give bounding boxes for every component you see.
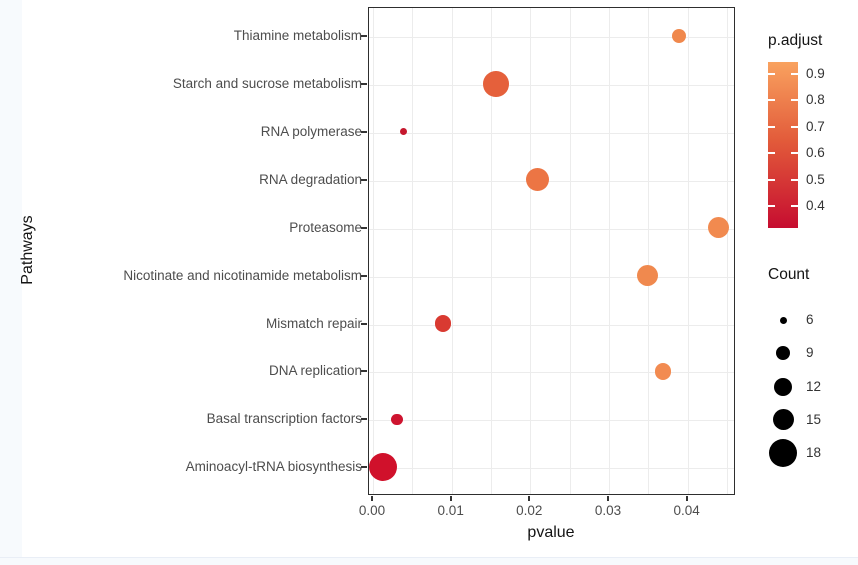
color-legend-tickmark (768, 152, 775, 154)
y-axis-tick (361, 35, 367, 37)
x-axis-title: pvalue (527, 524, 575, 541)
color-legend-tickmark (791, 178, 798, 181)
plot-panel (368, 7, 735, 495)
y-category-label: Basal transcription factors (206, 411, 362, 427)
x-axis-tick (685, 496, 688, 501)
y-category-label: Starch and sucrose metabolism (172, 75, 362, 91)
data-point (483, 71, 510, 97)
size-legend-title: Count (768, 266, 810, 283)
color-legend-title: p.adjust (768, 32, 823, 49)
color-legend-tickmark (791, 205, 798, 207)
color-legend-tick-label: 0.9 (806, 65, 825, 81)
color-legend-tickmark (768, 178, 775, 181)
size-legend-value-label: 18 (806, 445, 822, 461)
data-point (525, 168, 549, 192)
color-legend-tick-label: 0.8 (806, 92, 825, 107)
color-legend-gradient-bar (768, 62, 798, 228)
size-legend-dot (772, 409, 794, 431)
gridline-vertical (609, 8, 610, 494)
gridline-horizontal (369, 420, 734, 422)
gridline-horizontal (369, 372, 734, 374)
size-legend-dot (774, 377, 792, 396)
x-tick-label: 0.00 (358, 503, 386, 518)
gridline-vertical (687, 8, 689, 494)
x-tick-label: 0.03 (594, 503, 622, 518)
y-category-label: Mismatch repair (265, 315, 362, 331)
color-legend-tickmark (768, 125, 775, 128)
page-bottom-divider (0, 557, 858, 558)
y-category-label: Nicotinate and nicotinamide metabolism (123, 267, 362, 283)
y-category-label: Aminoacyl-tRNA biosynthesis (185, 459, 362, 475)
gridline-vertical (648, 8, 650, 494)
color-legend-tickmark (768, 72, 775, 75)
y-axis-tick (361, 274, 367, 277)
x-axis-tick (528, 496, 531, 501)
x-tick-label: 0.04 (673, 503, 700, 518)
gridline-vertical (530, 8, 532, 494)
color-legend-tickmark (768, 99, 775, 101)
data-point (707, 217, 729, 239)
gridline-vertical (412, 8, 414, 494)
y-axis-tick (361, 130, 367, 133)
size-legend-value-label: 15 (806, 411, 822, 427)
data-point (654, 363, 672, 380)
gridline-horizontal (369, 180, 734, 182)
x-axis-tick (449, 496, 452, 501)
size-legend-value-label: 12 (806, 378, 822, 394)
gridline-horizontal (369, 324, 734, 326)
gridline-vertical (727, 8, 728, 494)
gridline-horizontal (369, 84, 734, 86)
color-legend-tickmark (791, 99, 798, 101)
color-legend-tick-label: 0.6 (806, 145, 825, 160)
y-axis-tick (361, 178, 367, 181)
y-axis-tick (361, 226, 367, 229)
data-point (391, 413, 403, 426)
size-legend-value-label: 9 (806, 345, 814, 361)
color-legend-tick-label: 0.4 (806, 198, 825, 213)
color-legend-tickmark (791, 152, 798, 154)
color-legend-tick-label: 0.5 (806, 171, 825, 187)
gridline-horizontal (369, 276, 734, 278)
y-axis-tick (361, 466, 367, 469)
y-axis-tick (361, 370, 367, 373)
color-legend-tick-label: 0.7 (806, 118, 825, 134)
y-category-label: RNA degradation (259, 171, 362, 187)
y-category-label: DNA replication (268, 363, 362, 379)
x-tick-label: 0.01 (437, 503, 464, 518)
color-legend-tickmark (791, 125, 798, 128)
size-legend-dot (776, 346, 790, 361)
y-axis-tick (361, 418, 367, 421)
data-point (400, 128, 407, 136)
data-point (636, 265, 658, 287)
color-legend-tickmark (791, 72, 798, 75)
size-legend-dot (769, 439, 797, 468)
gridline-horizontal (369, 132, 734, 134)
gridline-horizontal (369, 37, 734, 38)
gridline-horizontal (369, 228, 734, 230)
gridline-vertical (569, 8, 571, 494)
y-axis-title: Pathways (19, 215, 36, 285)
x-tick-label: 0.02 (516, 503, 543, 518)
data-point (434, 315, 452, 332)
data-point (369, 453, 397, 482)
x-axis-tick (607, 496, 609, 501)
y-category-label: Proteasome (289, 219, 362, 235)
color-legend-tickmark (768, 205, 775, 207)
gridline-vertical (373, 8, 374, 494)
size-legend-dot (779, 316, 787, 324)
data-point (671, 29, 686, 43)
gridline-horizontal (369, 468, 734, 470)
x-axis-tick (371, 496, 373, 501)
gridline-vertical (491, 8, 492, 494)
gridline-vertical (451, 8, 453, 494)
y-axis-tick (361, 322, 367, 325)
y-axis-tick (361, 82, 367, 85)
y-category-label: Thiamine metabolism (233, 28, 362, 43)
y-category-label: RNA polymerase (260, 123, 362, 139)
size-legend-value-label: 6 (806, 312, 814, 327)
